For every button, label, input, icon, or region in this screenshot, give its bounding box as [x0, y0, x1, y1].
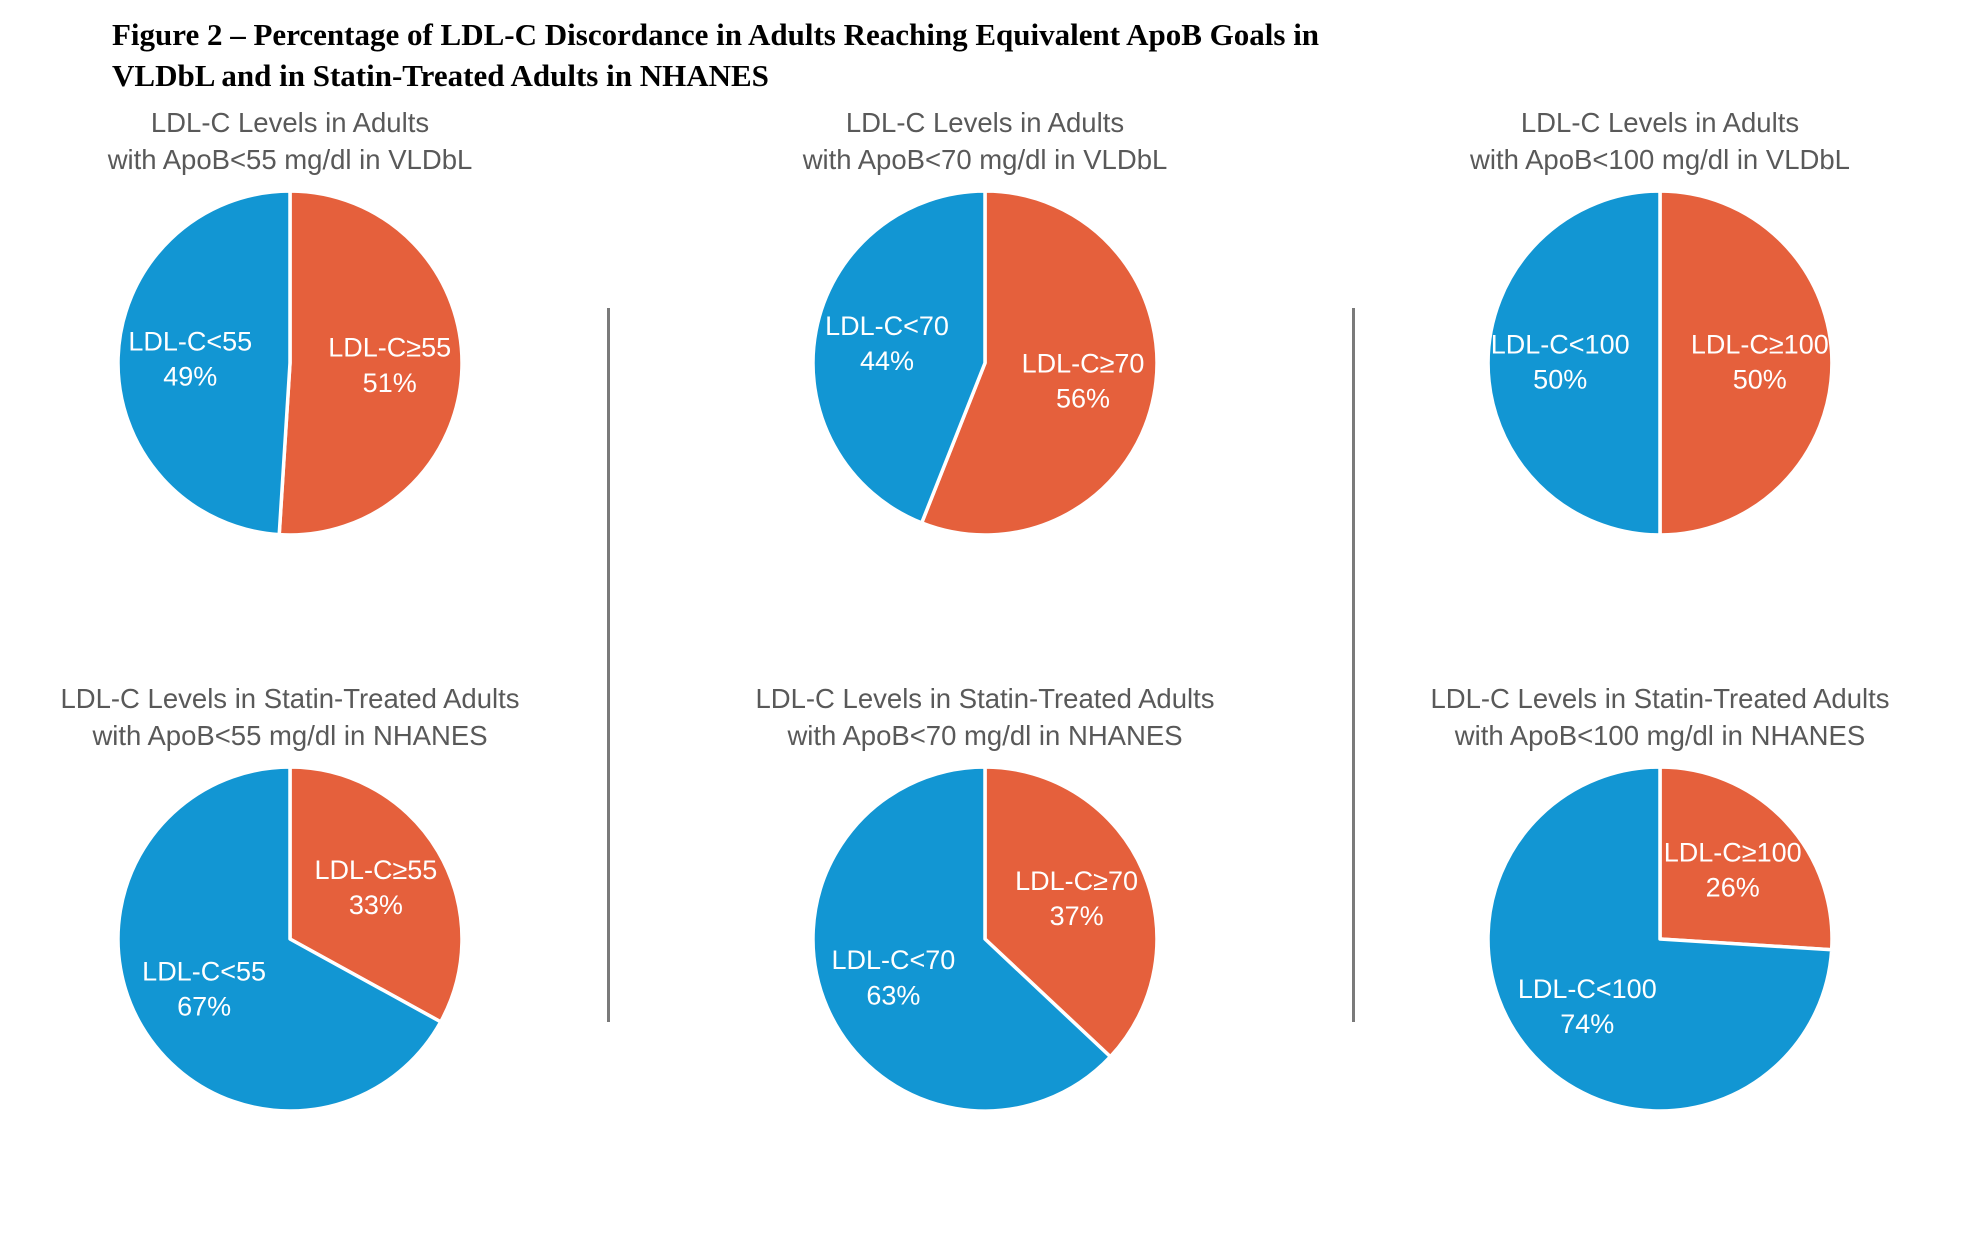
pie-slice-label: LDL-C<70 44%	[825, 311, 949, 376]
pie-slice-orange	[983, 765, 1159, 1059]
pie-slice-blue	[811, 189, 987, 525]
pie-slice-label: LDL-C≥70 37%	[1015, 866, 1138, 931]
chart-title: LDL-C Levels in Statin-Treated Adults wi…	[1430, 683, 1890, 751]
chart-apob55-nhanes: LDL-C Levels in Statin-Treated Adults wi…	[10, 680, 570, 1114]
chart-title: LDL-C Levels in Adults with ApoB<100 mg/…	[1470, 107, 1850, 175]
pie-chart-svg: LDL-C≥100 50% LDL-C<100 50%	[1486, 189, 1834, 537]
pie-chart: LDL-C≥100 50% LDL-C<100 50%	[1380, 188, 1940, 538]
chart-apob70-vldbl: LDL-C Levels in Adults with ApoB<70 mg/d…	[705, 104, 1265, 538]
pie-chart-svg: LDL-C≥55 51% LDL-C<55 49%	[116, 189, 464, 537]
pie-slice-orange	[1658, 189, 1834, 537]
column-divider	[1352, 308, 1355, 1022]
pie-slice-orange	[288, 765, 464, 1024]
chart-apob100-vldbl: LDL-C Levels in Adults with ApoB<100 mg/…	[1380, 104, 1940, 538]
pie-chart-svg: LDL-C≥70 37% LDL-C<70 63%	[811, 765, 1159, 1113]
pie-slice-blue	[116, 765, 443, 1113]
pie-slice-blue	[116, 189, 292, 537]
chart-apob100-nhanes: LDL-C Levels in Statin-Treated Adults wi…	[1380, 680, 1940, 1114]
pie-slice-label: LDL-C<70 63%	[831, 945, 955, 1010]
pie-chart-svg: LDL-C≥100 26% LDL-C<100 74%	[1486, 765, 1834, 1113]
pie-slice-label: LDL-C≥55 33%	[314, 855, 437, 920]
pie-slice-label: LDL-C≥55 51%	[328, 333, 451, 398]
chart-title: LDL-C Levels in Statin-Treated Adults wi…	[60, 683, 520, 751]
pie-slice-blue	[1486, 765, 1834, 1113]
pie-slice-orange	[919, 189, 1159, 537]
pie-chart: LDL-C≥55 33% LDL-C<55 67%	[10, 764, 570, 1114]
pie-chart: LDL-C≥100 26% LDL-C<100 74%	[1380, 764, 1940, 1114]
chart-title: LDL-C Levels in Statin-Treated Adults wi…	[755, 683, 1215, 751]
figure-title: Figure 2 – Percentage of LDL-C Discordan…	[112, 17, 1320, 93]
pie-slice-label: LDL-C≥100 26%	[1664, 837, 1802, 902]
pie-slice-label: LDL-C<55 49%	[128, 326, 252, 391]
pie-slice-label: LDL-C<100 50%	[1491, 330, 1630, 395]
chart-apob70-nhanes: LDL-C Levels in Statin-Treated Adults wi…	[705, 680, 1265, 1114]
chart-title: LDL-C Levels in Adults with ApoB<70 mg/d…	[802, 107, 1168, 175]
pie-slice-label: LDL-C<55 67%	[142, 956, 266, 1021]
pie-slice-blue	[811, 765, 1113, 1113]
pie-slice-label: LDL-C≥70 56%	[1022, 348, 1145, 413]
pie-chart-svg: LDL-C≥55 33% LDL-C<55 67%	[116, 765, 464, 1113]
pie-slice-label: LDL-C≥100 50%	[1691, 330, 1829, 395]
chart-title: LDL-C Levels in Adults with ApoB<55 mg/d…	[107, 107, 473, 175]
chart-apob55-vldbl: LDL-C Levels in Adults with ApoB<55 mg/d…	[10, 104, 570, 538]
pie-slice-label: LDL-C<100 74%	[1518, 974, 1657, 1039]
pie-chart: LDL-C≥70 56% LDL-C<70 44%	[705, 188, 1265, 538]
pie-slice-orange	[277, 189, 464, 537]
pie-chart: LDL-C≥55 51% LDL-C<55 49%	[10, 188, 570, 538]
pie-slice-blue	[1486, 189, 1662, 537]
pie-chart-svg: LDL-C≥70 56% LDL-C<70 44%	[811, 189, 1159, 537]
pie-slice-orange	[1658, 765, 1834, 952]
pie-chart: LDL-C≥70 37% LDL-C<70 63%	[705, 764, 1265, 1114]
column-divider	[607, 308, 610, 1022]
